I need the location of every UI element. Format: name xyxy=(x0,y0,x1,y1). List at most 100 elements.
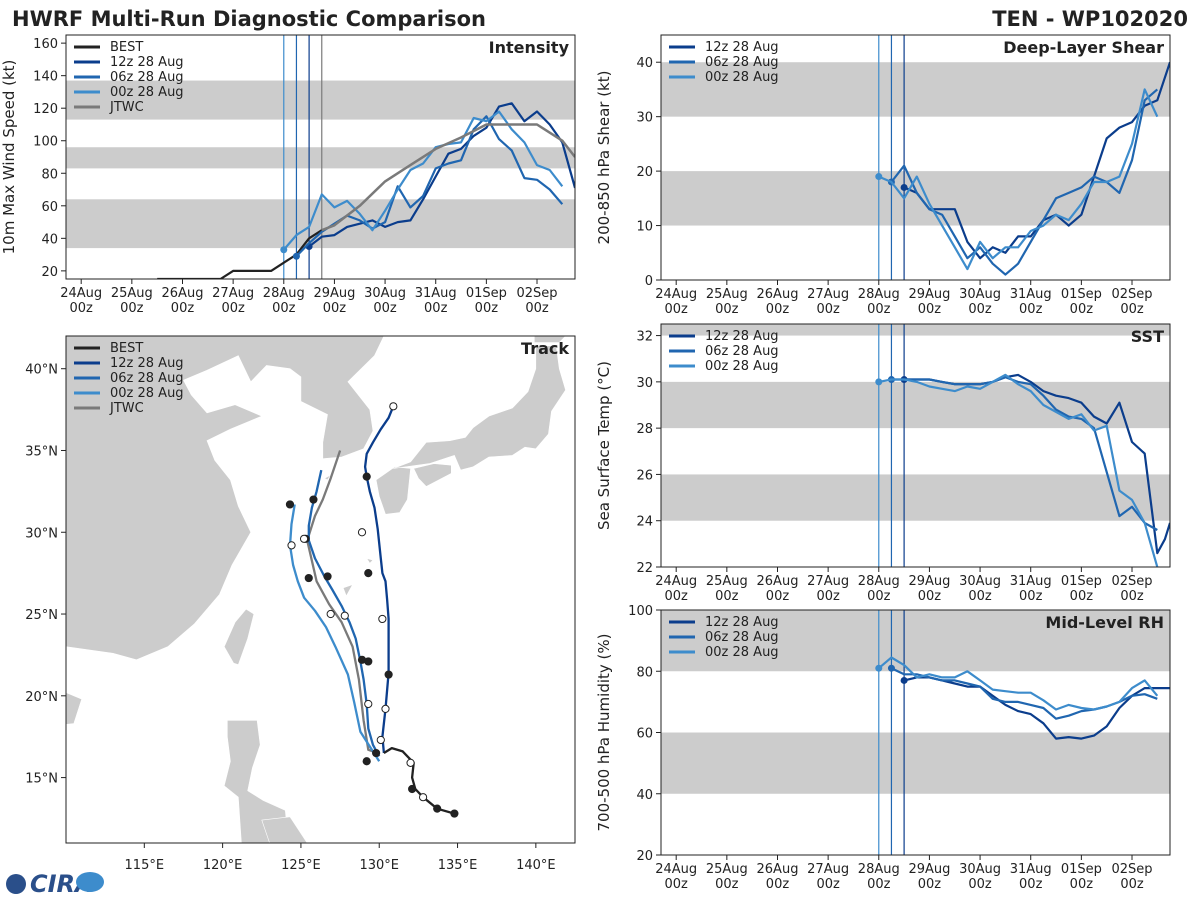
storm-id-title: TEN - WP102020 xyxy=(992,7,1188,31)
shear-xtick-label-3: 27Aug xyxy=(807,287,849,302)
rh-start-point-06z-28-aug xyxy=(887,664,895,672)
track-marker-12z-28-aug-4 xyxy=(364,569,373,578)
rh-xtick-sub-1: 00z xyxy=(715,877,739,892)
rh-ytick-label-40: 40 xyxy=(636,788,653,803)
rh-xtick-sub-4: 00z xyxy=(867,877,891,892)
land-polygon-7 xyxy=(393,345,566,471)
shear-ytick-label-40: 40 xyxy=(636,56,653,71)
shear-xtick-label-4: 28Aug xyxy=(858,287,900,302)
track-panel: 115°E 120°E 125°E 130°E 135°E 140°E 15°N 20°N 25… xyxy=(25,335,576,873)
shear-ytick-label-30: 30 xyxy=(636,111,653,126)
track-ytick-label-25: 25°N xyxy=(25,608,58,623)
track-xtick-label-125: 125°E xyxy=(281,858,321,873)
intensity-ytick-label-60: 60 xyxy=(41,200,58,215)
track-marker-12z-28-aug-7 xyxy=(389,402,398,411)
track-xtick-label-135: 135°E xyxy=(438,858,478,873)
shear-xtick-label-6: 30Aug xyxy=(959,287,1001,302)
track-marker-best-3 xyxy=(408,784,417,794)
rh-line-12z-28-aug xyxy=(903,676,1170,740)
shear-xtick-sub-9: 00z xyxy=(1120,302,1144,317)
rh-xtick-label-7: 31Aug xyxy=(1010,862,1052,877)
track-ytick-label-30: 30°N xyxy=(25,526,58,541)
sst-frame xyxy=(660,323,1171,568)
shear-xtick-label-1: 25Aug xyxy=(706,287,748,302)
legend-label-12z-28-aug: 12z 28 Aug xyxy=(110,55,184,70)
intensity-xtick-sub-2: 00z xyxy=(171,301,195,316)
land-polygon-5 xyxy=(375,466,411,515)
shear-band-1 xyxy=(661,62,1170,117)
intensity-xtick-sub-9: 00z xyxy=(525,301,549,316)
land-polygon-8 xyxy=(533,336,567,343)
track-marker-06z-28-aug-0 xyxy=(362,757,371,766)
intensity-xtick-sub-0: 00z xyxy=(70,301,94,316)
land-polygon-9 xyxy=(323,474,332,481)
shear-panel-title: Deep-Layer Shear xyxy=(1003,38,1164,57)
sst-xtick-sub-4: 00z xyxy=(867,589,891,604)
shear-xtick-sub-7: 00z xyxy=(1019,302,1043,317)
intensity-ytick-label-20: 20 xyxy=(41,265,58,280)
legend-label-12z-28-aug: 12z 28 Aug xyxy=(705,329,779,344)
intensity-band-2 xyxy=(66,80,575,120)
track-marker-12z-28-aug-5 xyxy=(357,528,367,537)
intensity-xtick-sub-5: 00z xyxy=(323,301,347,316)
intensity-line-best xyxy=(157,229,323,279)
sst-xtick-label-0: 24Aug xyxy=(655,574,697,589)
intensity-ytick-label-40: 40 xyxy=(41,232,58,247)
intensity-ytick-label-120: 120 xyxy=(33,102,58,117)
track-ytick-label-15: 15°N xyxy=(25,772,58,787)
track-marker-00z-28-aug-4 xyxy=(285,500,295,509)
intensity-xtick-sub-4: 00z xyxy=(272,301,296,316)
rh-line-00z-28-aug xyxy=(878,656,1159,711)
rh-xtick-label-1: 25Aug xyxy=(706,862,748,877)
land-polygon-2 xyxy=(66,692,83,725)
legend-label-12z-28-aug: 12z 28 Aug xyxy=(705,40,779,55)
shear-ytick-label-20: 20 xyxy=(636,165,653,180)
rh-xtick-label-5: 29Aug xyxy=(908,862,950,877)
shear-panel: 01020304024Aug00z25Aug00z26Aug00z27Aug00… xyxy=(595,34,1171,317)
rh-series-group xyxy=(875,656,1170,740)
legend-label-best: BEST xyxy=(110,40,143,55)
intensity-xtick-sub-6: 00z xyxy=(373,301,397,316)
logo-globe-icon xyxy=(6,874,26,894)
intensity-frame xyxy=(65,34,576,280)
sst-panel: 22242628303224Aug00z25Aug00z26Aug00z27Au… xyxy=(595,323,1171,604)
legend-label-06z-28-aug: 06z 28 Aug xyxy=(110,371,184,386)
intensity-start-point-00z-28-aug xyxy=(280,246,288,254)
track-xtick-label-130: 130°E xyxy=(359,858,399,873)
legend-label-00z-28-aug: 00z 28 Aug xyxy=(110,85,184,100)
track-marker-best-4 xyxy=(406,758,415,767)
intensity-xtick-sub-3: 00z xyxy=(221,301,245,316)
track-marker-00z-28-aug-2 xyxy=(304,573,313,583)
shear-start-point-00z-28-aug xyxy=(875,173,883,181)
track-marker-12z-28-aug-6 xyxy=(362,472,371,481)
track-ytick-label-20: 20°N xyxy=(25,690,58,705)
track-line-jtwc xyxy=(306,450,379,755)
sst-ytick-label-32: 32 xyxy=(636,330,653,345)
shear-xtick-sub-8: 00z xyxy=(1070,302,1094,317)
rh-xtick-label-0: 24Aug xyxy=(655,862,697,877)
shear-ytick-label-10: 10 xyxy=(636,220,653,235)
intensity-ytick-label-80: 80 xyxy=(41,167,58,182)
rh-ytick-label-100: 100 xyxy=(628,604,653,619)
sst-xtick-sub-5: 00z xyxy=(918,589,942,604)
intensity-xtick-sub-8: 00z xyxy=(475,301,499,316)
land-polygon-3 xyxy=(223,719,289,843)
track-marker-12z-28-aug-0 xyxy=(376,735,385,745)
sst-xtick-label-2: 26Aug xyxy=(757,574,799,589)
shear-xtick-sub-1: 00z xyxy=(715,302,739,317)
legend-label-best: BEST xyxy=(110,341,143,356)
shear-xtick-sub-3: 00z xyxy=(816,302,840,317)
shear-line-06z-28-aug xyxy=(890,88,1159,276)
sst-ytick-label-30: 30 xyxy=(636,376,653,391)
rh-xtick-sub-6: 00z xyxy=(968,877,992,892)
track-marker-06z-28-aug-2 xyxy=(364,657,373,666)
legend-label-06z-28-aug: 06z 28 Aug xyxy=(705,344,779,359)
track-xtick-label-140: 140°E xyxy=(516,858,556,873)
rh-panel: 2040608010024Aug00z25Aug00z26Aug00z27Aug… xyxy=(595,604,1171,892)
track-marker-12z-28-aug-1 xyxy=(381,704,390,713)
sst-xtick-label-7: 31Aug xyxy=(1010,574,1052,589)
rh-start-point-12z-28-aug xyxy=(900,676,908,684)
rh-xtick-sub-5: 00z xyxy=(918,877,942,892)
sst-xtick-sub-6: 00z xyxy=(968,589,992,604)
